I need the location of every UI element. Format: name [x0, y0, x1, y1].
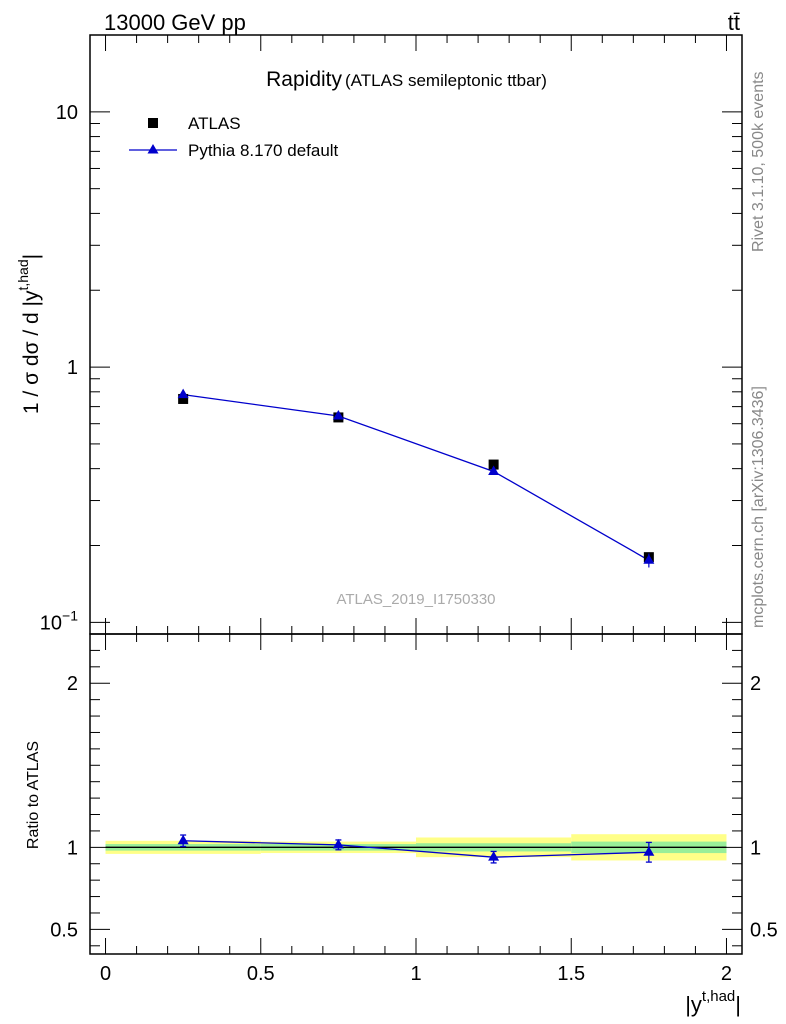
ratio-series	[177, 834, 655, 864]
ratio-xtick-labels: 0 0.5 1 1.5 2	[100, 963, 732, 985]
main-ytick-label-exponent: −1	[62, 607, 78, 623]
main-y-axis-label: 1 / σ dσ / d |yt,had|	[15, 254, 43, 414]
x-axis-label-tail: |	[735, 992, 741, 1017]
main-y-axis-label-sup: t,had	[15, 259, 31, 290]
main-series	[177, 388, 655, 568]
ratio-panel-frame	[89, 633, 743, 955]
legend-marker-pythia	[147, 144, 159, 154]
ratio-y-axis-label: Ratio to ATLAS	[25, 741, 42, 849]
ratio-ticks	[90, 633, 742, 954]
xtick-label: 2	[721, 963, 732, 985]
main-title: Rapidity	[266, 68, 342, 91]
legend-label-atlas: ATLAS	[188, 114, 241, 133]
pythia-data-point	[488, 465, 500, 475]
main-ytick-label-base: 10	[40, 612, 62, 634]
ratio-ytick-label-right: 2	[750, 673, 761, 695]
legend-marker-atlas	[148, 118, 158, 128]
main-panel: Rapidity (ATLAS semileptonic ttbar) ATLA…	[15, 34, 743, 635]
process-label: tt̄	[728, 10, 740, 35]
legend-label-pythia: Pythia 8.170 default	[188, 141, 339, 160]
main-ytick-label: 1	[67, 357, 78, 379]
ratio-ytick-label-left: 2	[67, 673, 78, 695]
pythia-data-point	[643, 554, 655, 564]
atlas-data-point	[488, 459, 499, 470]
main-ytick-label-base: 1	[67, 357, 78, 379]
analysis-watermark: ATLAS_2019_I1750330	[336, 591, 495, 608]
ratio-ytick-label-right: 1	[750, 837, 761, 859]
energy-label: 13000 GeV pp	[104, 10, 246, 35]
xtick-label: 1	[410, 963, 421, 985]
pythia-data-point	[332, 410, 344, 420]
ratio-data-point	[177, 834, 189, 845]
main-ytick-label-base: 10	[56, 102, 78, 124]
main-y-axis-label-text: 1 / σ dσ / d |yt,had|	[15, 254, 43, 414]
pythia-curve	[183, 393, 650, 561]
ratio-data-point	[643, 846, 655, 856]
pythia-data-point	[177, 388, 189, 399]
atlas-data-point	[178, 393, 189, 404]
ratio-ytick-label-left: 1	[67, 837, 78, 859]
ratio-pythia-curve	[183, 840, 649, 858]
ratio-ytick-label-left: 0.5	[50, 919, 78, 941]
ratio-data-point	[332, 838, 344, 849]
xtick-label: 0	[100, 963, 111, 985]
rivet-label: Rivet 3.1.10, 500k events	[750, 71, 767, 252]
x-axis-label-sup: t,had	[702, 988, 735, 1005]
main-ytick-label: 10	[56, 102, 78, 124]
ratio-ytick-label-right: 0.5	[750, 919, 778, 941]
ratio-ytick-labels: 0.5 0.5 1 1 2 2	[50, 673, 778, 941]
main-ticks	[90, 34, 742, 635]
ratio-data-point	[488, 851, 500, 861]
xtick-label: 0.5	[247, 963, 275, 985]
main-y-axis-label-tail: |	[20, 254, 43, 259]
main-ytick-label: 10−1	[40, 607, 78, 634]
ratio-panel: 0.5 0.5 1 1 2 2 0 0.5 1 1.5 2 Ratio to ATLAS |yt,…	[25, 633, 778, 1017]
mcplots-label: mcplots.cern.ch [arXiv:1306.3436]	[750, 386, 767, 628]
main-y-axis-label-main: 1 / σ dσ / d |y	[20, 290, 43, 414]
x-axis-label: |yt,had|	[685, 988, 741, 1017]
x-axis-label-main: |y	[685, 992, 702, 1017]
main-subtitle: (ATLAS semileptonic ttbar)	[345, 71, 547, 90]
legend: ATLAS Pythia 8.170 default	[129, 114, 339, 160]
xtick-label: 1.5	[557, 963, 585, 985]
